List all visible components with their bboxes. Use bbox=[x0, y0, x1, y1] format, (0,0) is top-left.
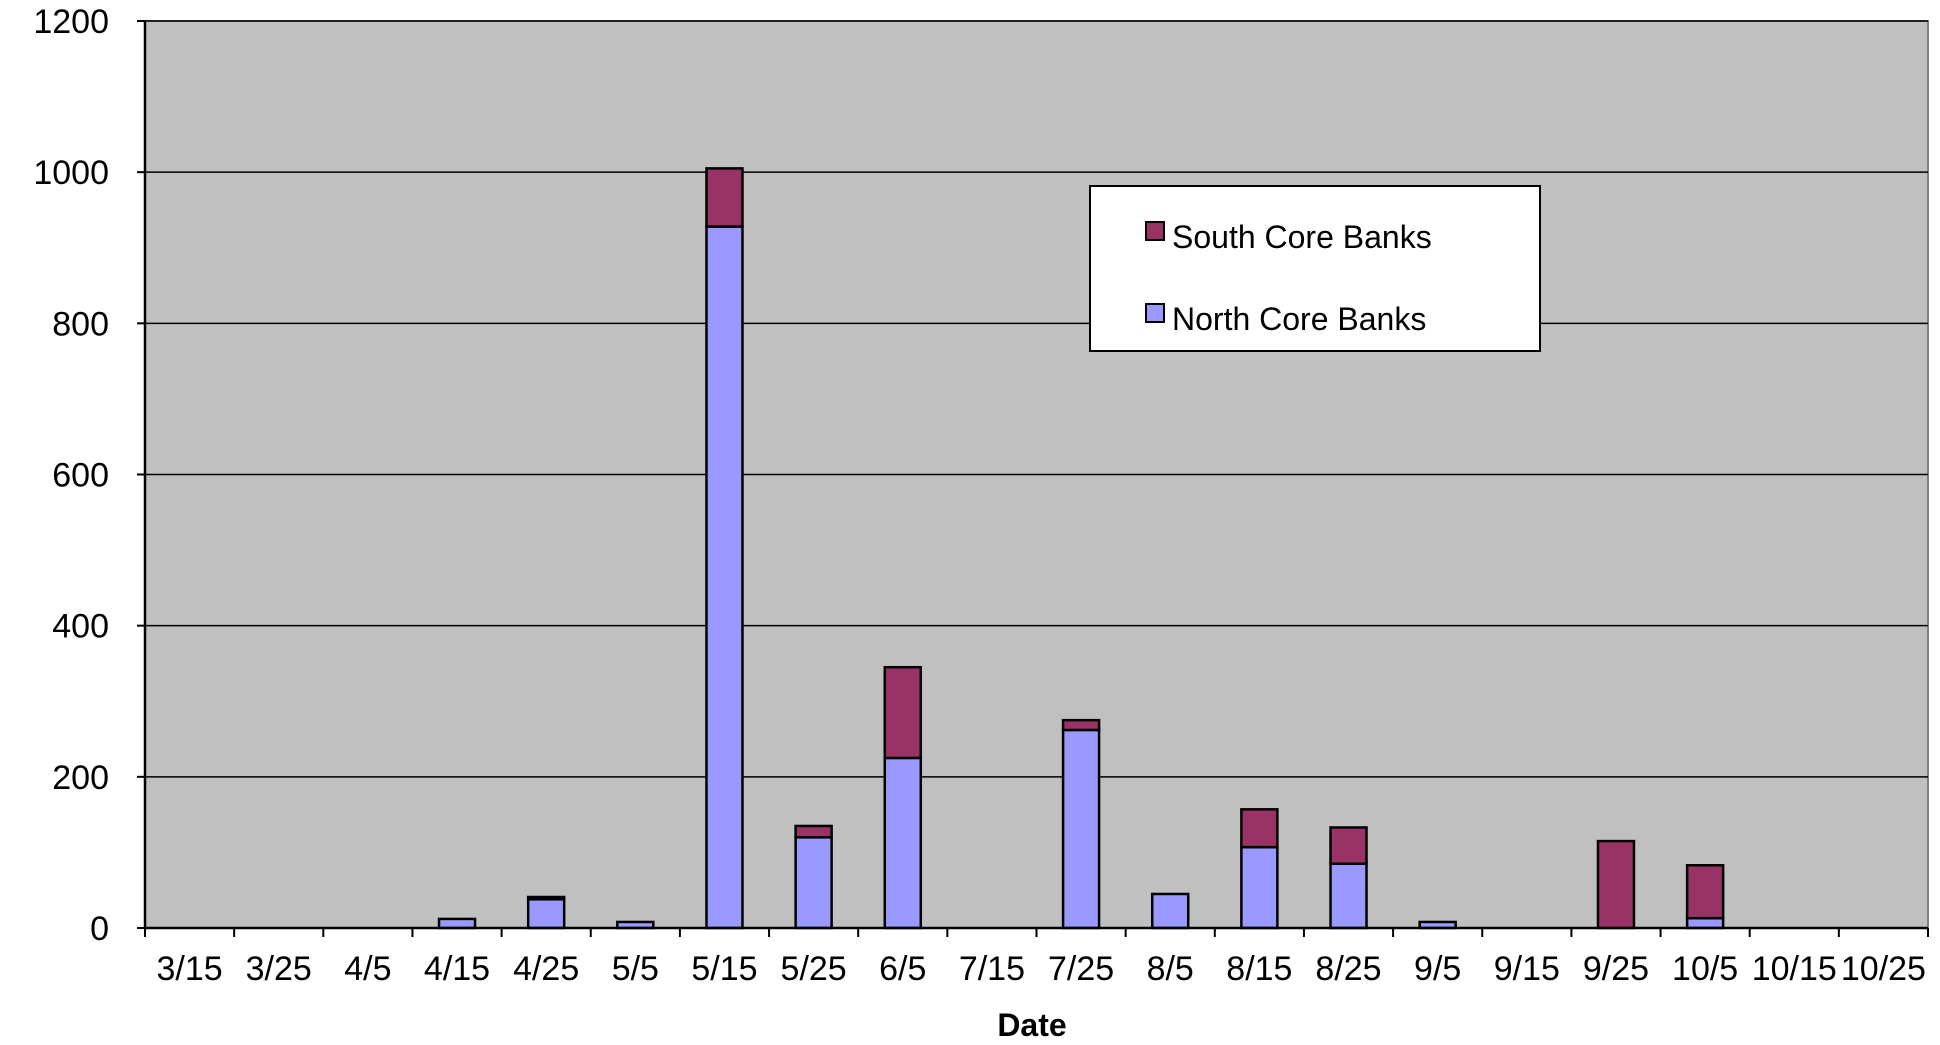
bars bbox=[437, 167, 1725, 930]
gridlines bbox=[145, 20, 1928, 778]
x-tick-label: 4/15 bbox=[424, 950, 490, 988]
bar-north-6-5 bbox=[883, 756, 923, 930]
bar-south-9-25 bbox=[1596, 839, 1636, 930]
x-tick-label: 5/5 bbox=[612, 950, 659, 988]
legend-swatch bbox=[1145, 303, 1165, 323]
legend-label: North Core Banks bbox=[1172, 301, 1426, 337]
bar-north-8-5 bbox=[1150, 892, 1190, 930]
x-tick-label: 9/5 bbox=[1414, 950, 1461, 988]
x-tick-label: 7/15 bbox=[959, 950, 1025, 988]
legend-swatch bbox=[1145, 221, 1165, 241]
bar-south-7-25 bbox=[1061, 718, 1101, 732]
x-tick-label: 8/25 bbox=[1315, 950, 1381, 988]
legend-box bbox=[1089, 185, 1541, 352]
x-tick-label: 9/15 bbox=[1494, 950, 1560, 988]
bar-south-6-5 bbox=[883, 665, 923, 760]
bar-north-7-25 bbox=[1061, 728, 1101, 930]
x-tick-label: 5/15 bbox=[691, 950, 757, 988]
bar-south-8-25 bbox=[1329, 826, 1368, 866]
y-tick-label: 1200 bbox=[33, 3, 109, 41]
bar-south-10-5 bbox=[1685, 864, 1725, 920]
y-tick-label: 600 bbox=[52, 457, 109, 495]
x-tick-label: 3/15 bbox=[156, 950, 222, 988]
y-tick-label: 200 bbox=[52, 759, 109, 797]
x-tick-label: 10/25 bbox=[1841, 950, 1926, 988]
bar-north-10-5 bbox=[1685, 916, 1725, 930]
x-tick-label: 7/25 bbox=[1048, 950, 1114, 988]
y-tick-label: 1000 bbox=[33, 154, 109, 192]
x-tick-label: 9/25 bbox=[1583, 950, 1649, 988]
x-tick-label: 6/5 bbox=[879, 950, 926, 988]
bar-south-4-25 bbox=[526, 895, 566, 901]
x-tick-label: 8/5 bbox=[1147, 950, 1194, 988]
y-tick-label: 0 bbox=[90, 910, 109, 948]
x-axis-ticks: 3/15 3/25 4/5 4/15 4/25 5/5 5/15 5/25 6/5 7/15 7/2… bbox=[144, 928, 1929, 988]
bar-north-5-25 bbox=[794, 836, 833, 930]
x-tick-label: 3/25 bbox=[246, 950, 312, 988]
bar-north-4-15 bbox=[437, 917, 477, 930]
legend-label: South Core Banks bbox=[1172, 219, 1432, 255]
x-tick-label: 4/5 bbox=[344, 950, 391, 988]
x-tick-label: 10/15 bbox=[1752, 950, 1837, 988]
bar-north-8-15 bbox=[1240, 845, 1279, 930]
bar-north-8-25 bbox=[1329, 862, 1368, 930]
bar-south-8-15 bbox=[1240, 808, 1279, 849]
bar-south-5-25 bbox=[794, 824, 833, 839]
legend: South Core Banks North Core Banks bbox=[1089, 185, 1541, 352]
y-tick-label: 400 bbox=[52, 608, 109, 646]
x-tick-label: 8/15 bbox=[1226, 950, 1292, 988]
x-axis-title: Date bbox=[997, 1007, 1066, 1043]
bar-north-5-15 bbox=[705, 225, 744, 930]
x-tick-label: 10/5 bbox=[1672, 950, 1738, 988]
bar-south-5-15 bbox=[705, 167, 744, 228]
x-tick-label: 4/25 bbox=[513, 950, 579, 988]
y-tick-label: 800 bbox=[52, 305, 109, 343]
bar-north-4-25 bbox=[526, 898, 566, 930]
y-axis-ticks: 0 200 400 600 800 1000 1200 bbox=[33, 3, 145, 948]
x-tick-label: 5/25 bbox=[781, 950, 847, 988]
